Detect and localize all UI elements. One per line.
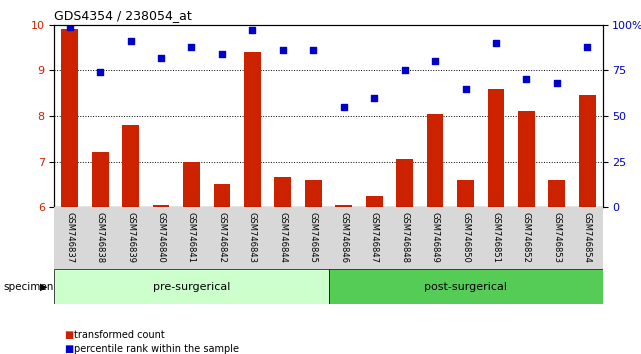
Bar [305,180,322,207]
Point [521,76,531,82]
Text: GSM746842: GSM746842 [217,212,226,263]
Point [369,95,379,101]
Bar [183,161,200,207]
Text: GSM746844: GSM746844 [278,212,287,263]
Bar [518,112,535,207]
Text: GSM746846: GSM746846 [339,212,348,263]
Text: GSM746854: GSM746854 [583,212,592,263]
Text: GSM746850: GSM746850 [461,212,470,263]
Point [460,86,470,91]
Text: transformed count: transformed count [74,330,165,339]
Point [399,68,410,73]
Text: GSM746848: GSM746848 [400,212,409,263]
Bar [62,29,78,207]
Bar [457,180,474,207]
Point [491,40,501,46]
Text: post-surgerical: post-surgerical [424,282,507,292]
Bar [488,88,504,207]
Point [217,51,227,57]
Point [95,69,105,75]
Text: GSM746847: GSM746847 [370,212,379,263]
Text: GSM746841: GSM746841 [187,212,196,263]
Point [278,47,288,53]
Point [582,44,592,50]
Bar [335,205,352,207]
Text: specimen: specimen [3,282,54,292]
Bar [579,96,595,207]
Text: ■: ■ [64,330,73,339]
Text: GSM746837: GSM746837 [65,212,74,263]
Bar [153,205,169,207]
Bar [92,152,108,207]
Point [126,38,136,44]
Bar [54,269,328,304]
Text: pre-surgerical: pre-surgerical [153,282,230,292]
Bar [366,196,383,207]
Bar [274,177,291,207]
Text: GSM746840: GSM746840 [156,212,165,263]
Point [338,104,349,110]
Text: GDS4354 / 238054_at: GDS4354 / 238054_at [54,9,192,22]
Text: GSM746845: GSM746845 [309,212,318,263]
Text: GSM746851: GSM746851 [492,212,501,263]
Point [187,44,197,50]
Point [65,24,75,29]
Bar [244,52,261,207]
Point [430,58,440,64]
Text: GSM746838: GSM746838 [96,212,104,263]
Point [247,27,258,33]
Text: GSM746853: GSM746853 [553,212,562,263]
Point [308,47,319,53]
Bar [427,114,444,207]
Bar [122,125,139,207]
Point [552,80,562,86]
Text: percentile rank within the sample: percentile rank within the sample [74,344,238,354]
Text: ▶: ▶ [40,282,47,292]
Bar [396,159,413,207]
Text: GSM746849: GSM746849 [431,212,440,263]
Bar [549,180,565,207]
Text: ■: ■ [64,344,73,354]
Text: GSM746839: GSM746839 [126,212,135,263]
Bar [213,184,230,207]
Point [156,55,166,61]
Text: GSM746852: GSM746852 [522,212,531,263]
Bar [328,269,603,304]
Text: GSM746843: GSM746843 [248,212,257,263]
